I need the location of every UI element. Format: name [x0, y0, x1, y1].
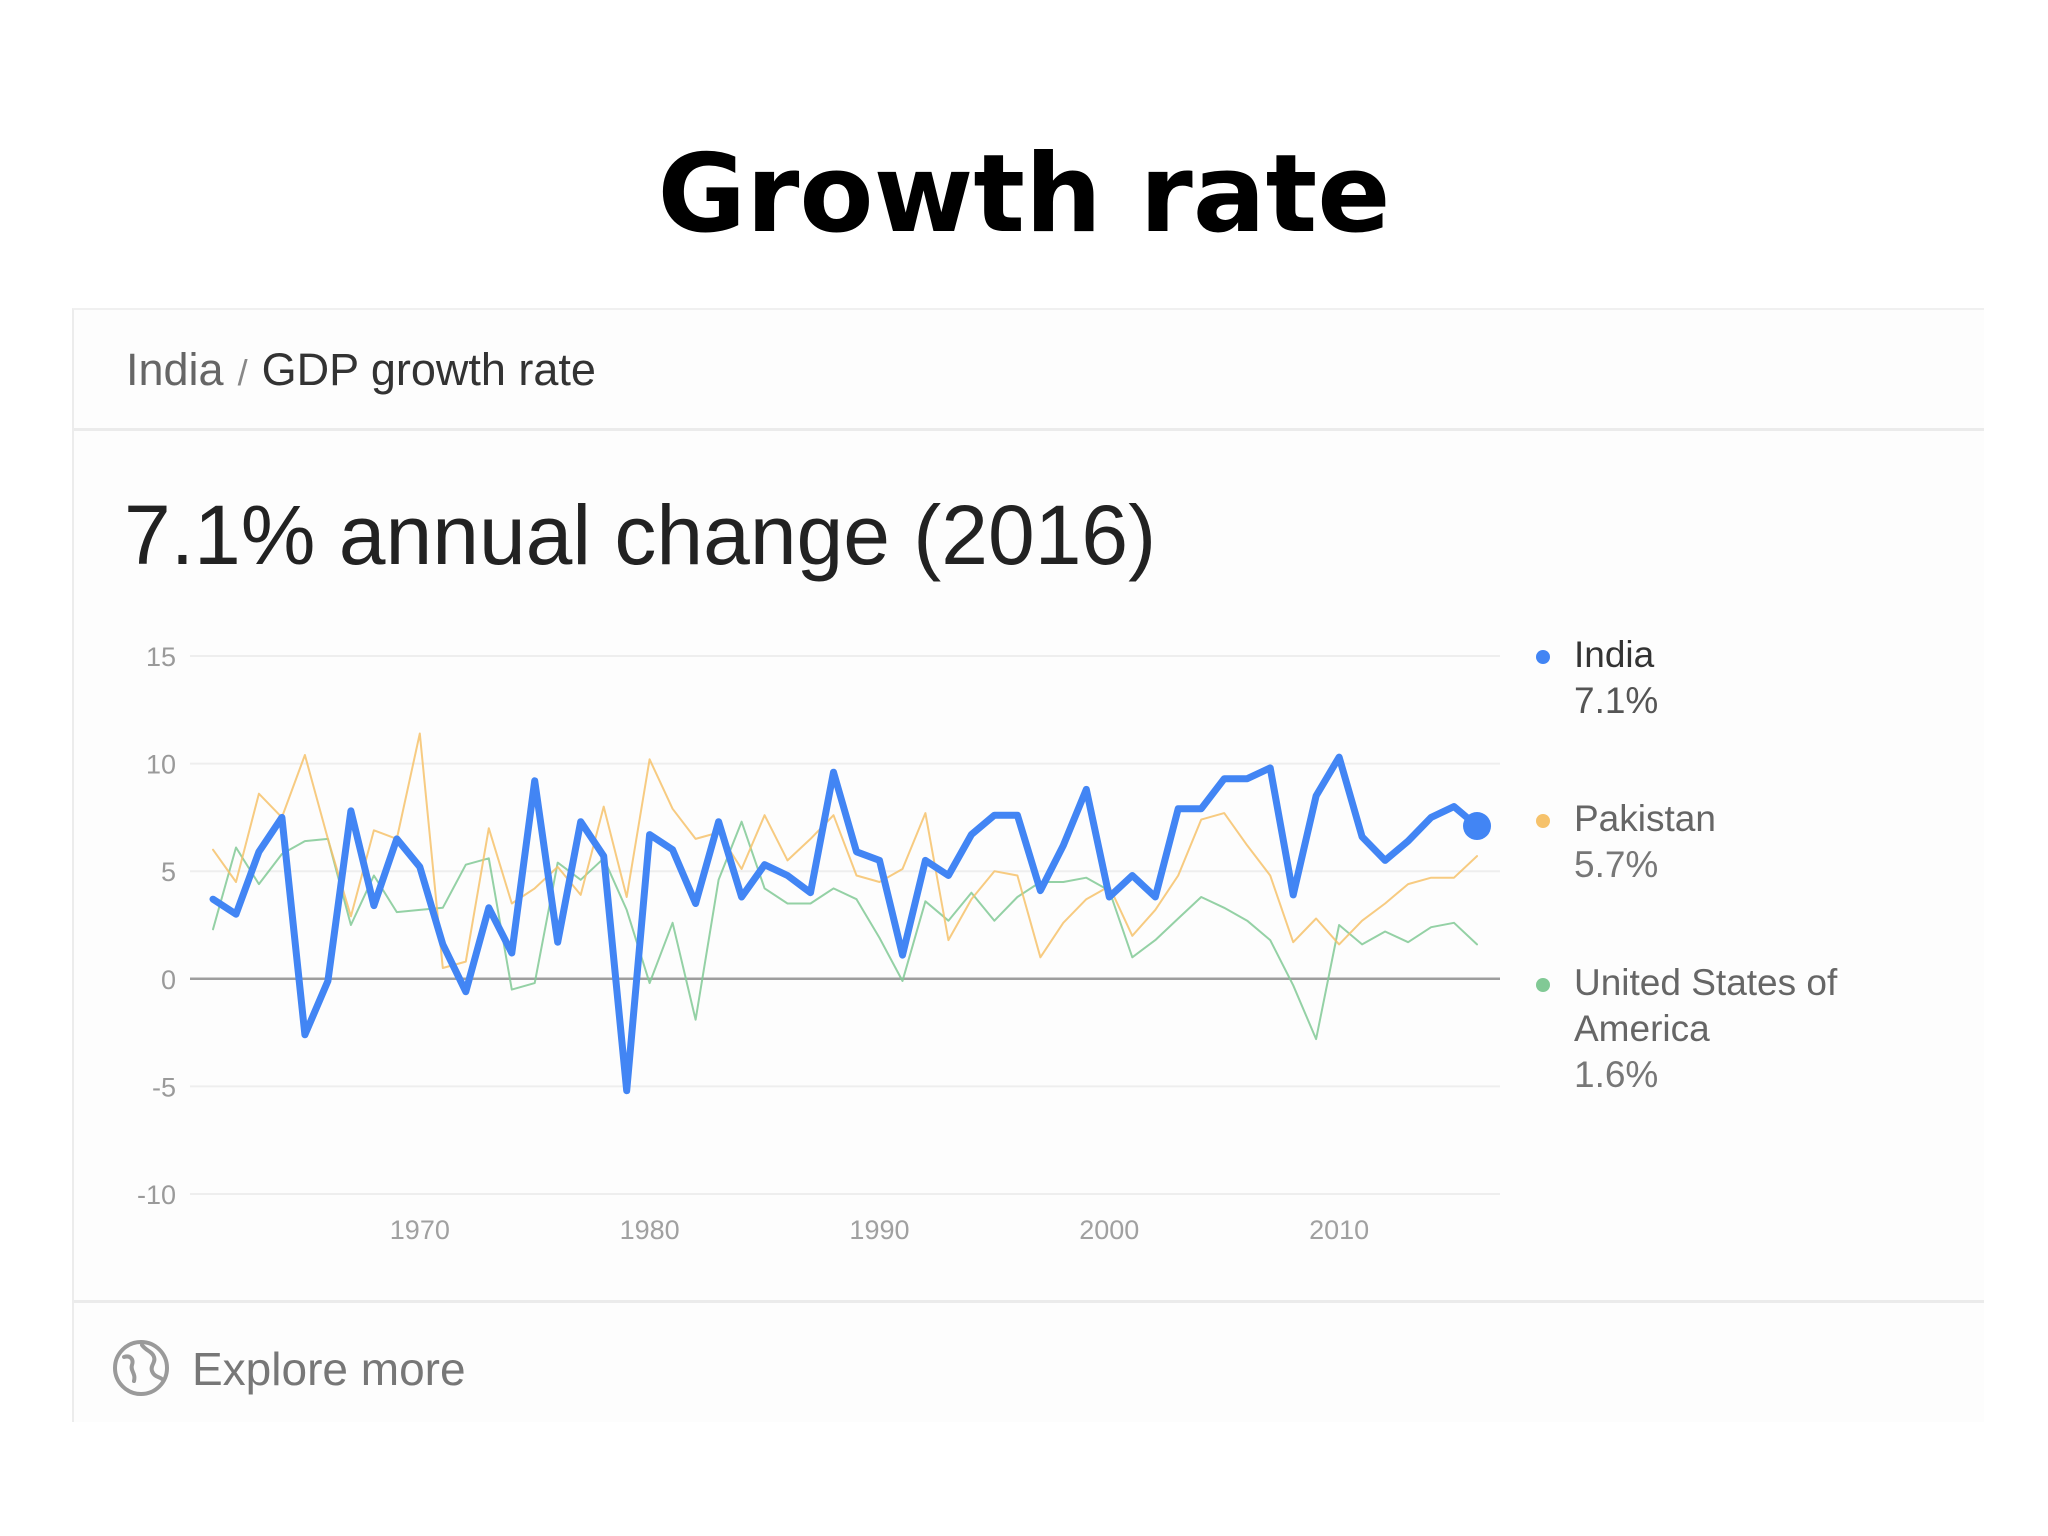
y-tick-label: 10	[146, 750, 176, 780]
legend-name-usa: United States of America	[1574, 962, 1838, 1049]
y-tick-label: -10	[137, 1180, 176, 1210]
chart-grid	[190, 655, 1500, 1195]
card-header: India / GDP growth rate	[74, 310, 1984, 431]
legend-dot-india	[1536, 650, 1550, 664]
x-tick-label: 1990	[849, 1215, 909, 1245]
card-footer: Explore more	[74, 1300, 1984, 1423]
x-axis-labels: 1970 1980 1990 2000 2010	[390, 1215, 1369, 1245]
gdp-growth-card: India / GDP growth rate 7.1% annual change…	[72, 308, 1984, 1422]
legend-name-india: India	[1574, 634, 1655, 675]
y-tick-label: 5	[161, 857, 176, 887]
y-tick-label: 15	[146, 642, 176, 672]
legend-dot-pakistan	[1536, 814, 1550, 828]
pakistan-line[interactable]	[212, 732, 1478, 969]
legend-name-pakistan: Pakistan	[1574, 798, 1716, 839]
y-axis-labels: 15 10 5 0 -5 -10	[137, 642, 176, 1210]
india-latest-point[interactable]	[1463, 812, 1492, 841]
legend-item-india[interactable]: India 7.1%	[1536, 632, 1659, 724]
breadcrumb-separator: /	[237, 352, 248, 393]
india-line[interactable]	[209, 753, 1481, 1095]
legend-dot-usa	[1536, 978, 1550, 992]
legend-item-pakistan[interactable]: Pakistan 5.7%	[1536, 796, 1716, 888]
legend-value-india: 7.1%	[1574, 680, 1659, 721]
legend-value-pakistan: 5.7%	[1574, 844, 1659, 885]
explore-more-link[interactable]: Explore more	[192, 1343, 466, 1395]
chart-series	[209, 732, 1492, 1095]
globe-icon	[113, 1340, 169, 1396]
headline-value: 7.1% annual change (2016)	[124, 488, 1157, 582]
x-tick-label: 1970	[390, 1215, 450, 1245]
slide-title: Growth rate	[657, 132, 1391, 257]
y-tick-label: -5	[152, 1072, 176, 1102]
gdp-growth-chart[interactable]: 15 10 5 0 -5 -10 1970 1980 1990 2000 2010	[74, 310, 1984, 1300]
breadcrumb-country-link[interactable]: India	[126, 344, 224, 395]
x-tick-label: 2000	[1079, 1215, 1139, 1245]
x-tick-label: 2010	[1309, 1215, 1369, 1245]
legend-item-usa[interactable]: United States of America 1.6%	[1536, 960, 1904, 1098]
x-tick-label: 1980	[620, 1215, 680, 1245]
y-tick-label: 0	[161, 965, 176, 995]
breadcrumb-indicator: GDP growth rate	[261, 344, 596, 395]
legend-value-usa: 1.6%	[1574, 1054, 1659, 1095]
usa-line[interactable]	[212, 820, 1478, 1041]
breadcrumb: India / GDP growth rate	[126, 340, 596, 403]
